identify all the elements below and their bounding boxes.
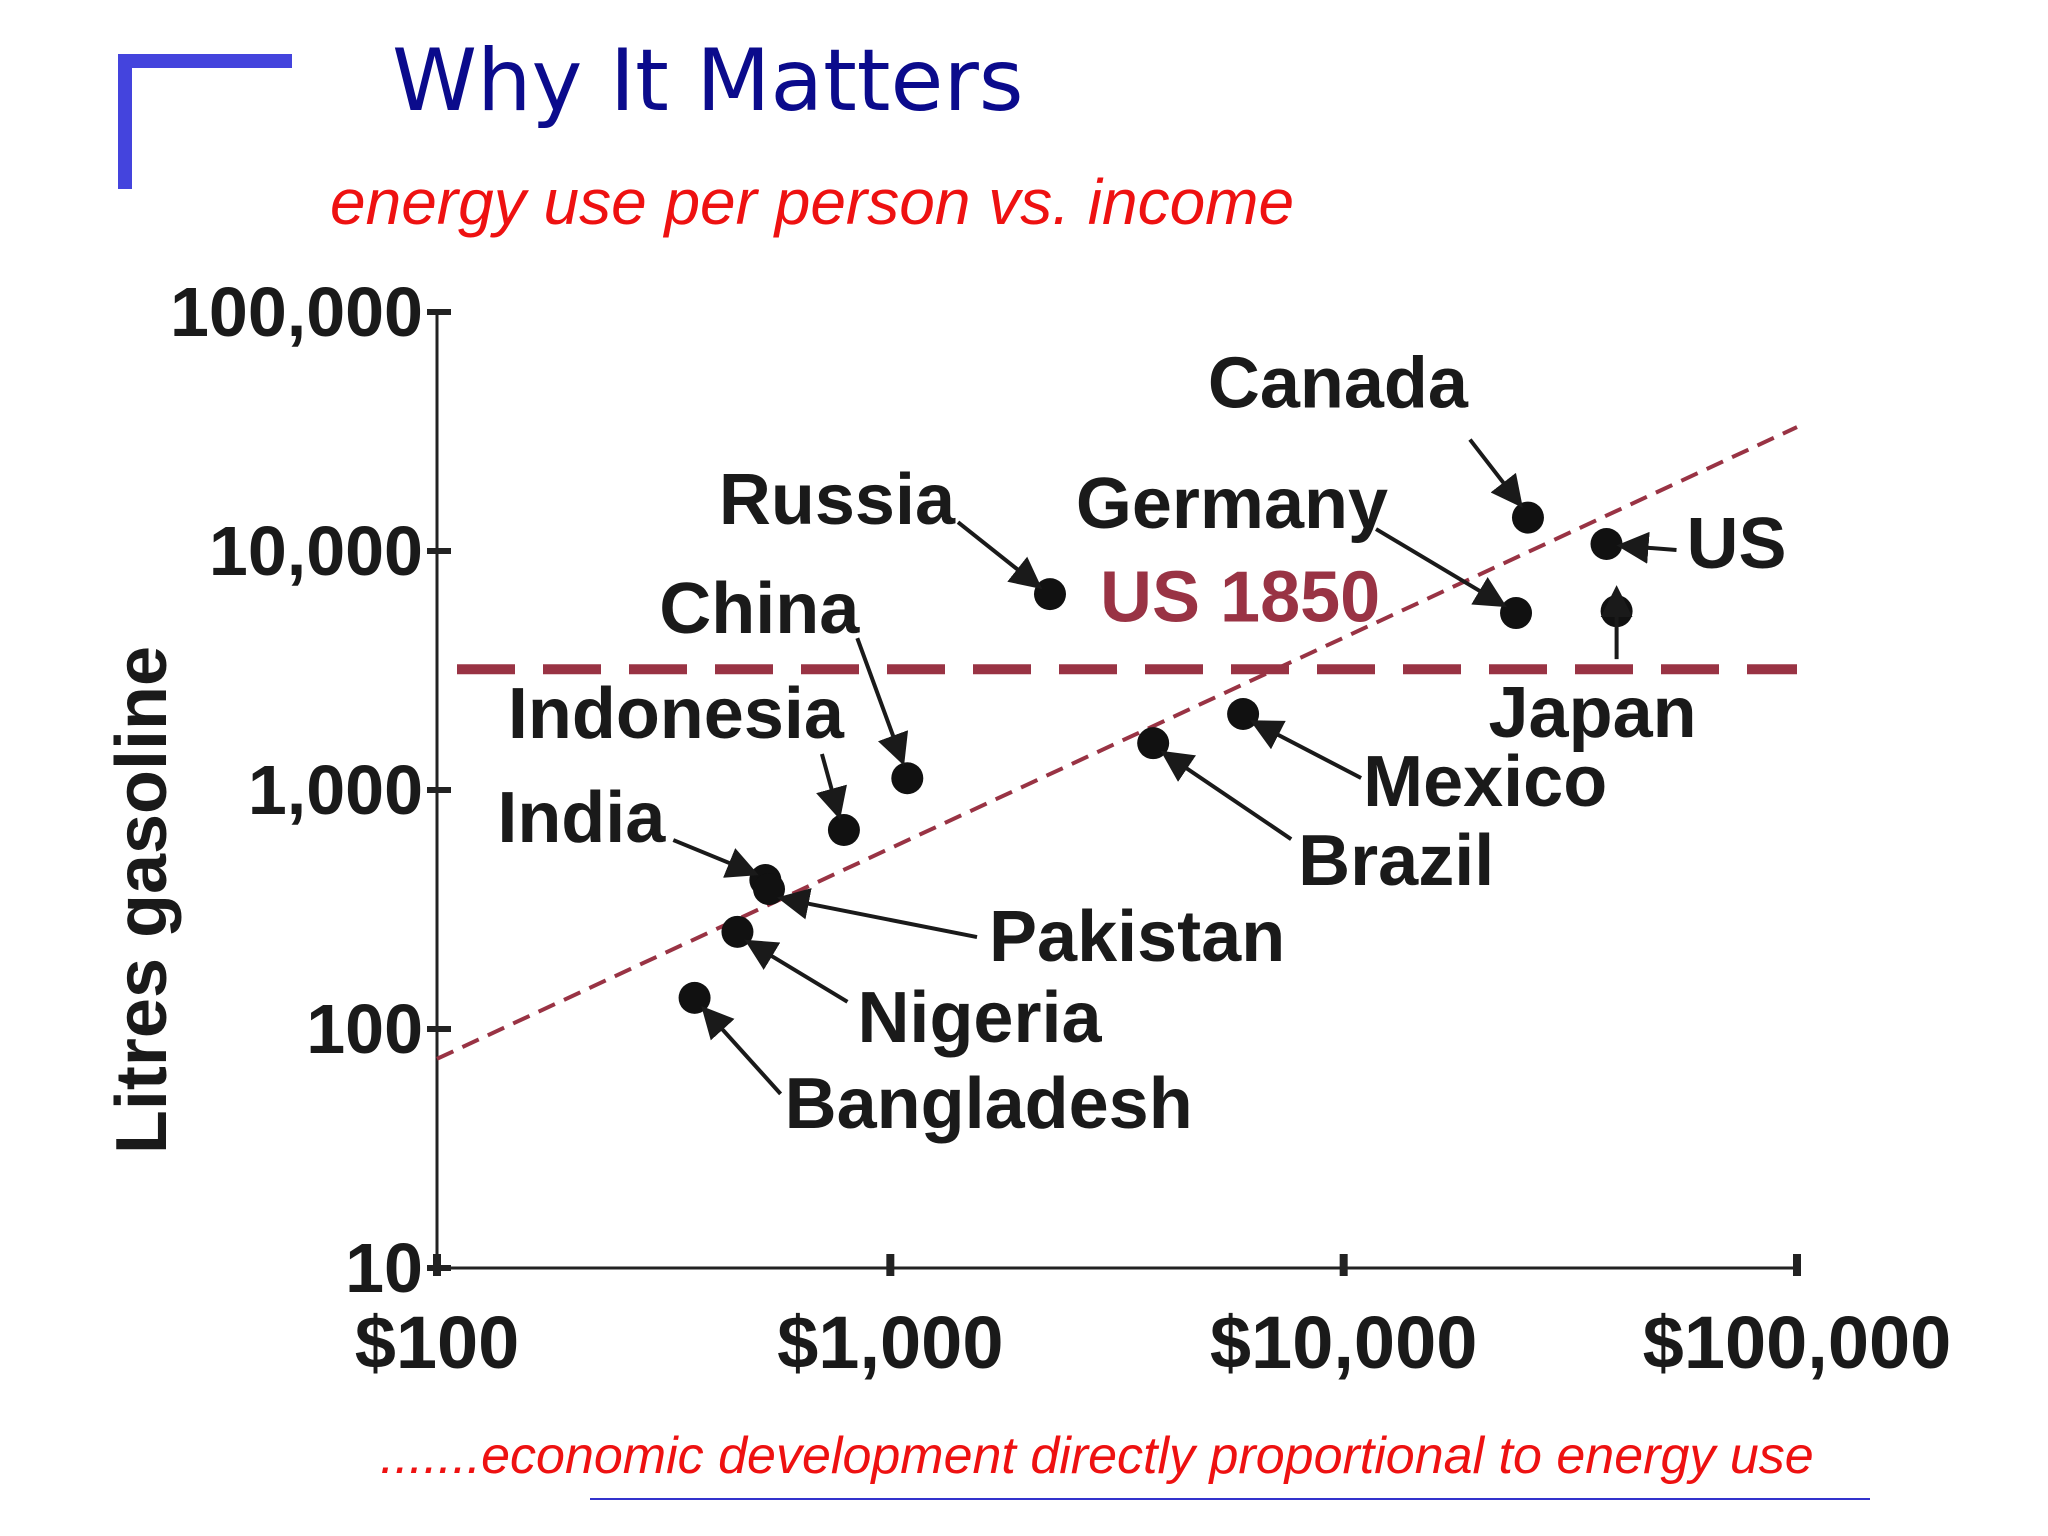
data-point-russia — [1033, 578, 1066, 611]
callout-arrow-china — [855, 637, 909, 766]
callout-arrow-nigeria — [744, 939, 849, 1004]
data-point-brazil — [1137, 727, 1170, 760]
callout-arrow-russia — [956, 520, 1043, 590]
callout-arrow-us — [1616, 531, 1677, 564]
chart-lines — [436, 425, 1798, 1061]
data-point-nigeria — [721, 915, 754, 948]
y-tick-label: 100,000 — [170, 273, 423, 351]
x-tick-label: $100,000 — [1643, 1301, 1952, 1384]
point-label-nigeria: Nigeria — [857, 978, 1102, 1058]
data-point-bangladesh — [678, 981, 711, 1014]
point-label-germany: Germany — [1076, 464, 1388, 544]
point-label-canada: Canada — [1208, 344, 1469, 424]
callout-arrow-canada — [1468, 438, 1523, 508]
callout-arrow-brazil — [1160, 750, 1293, 841]
chart-axes: 10 100 1,000 10,000 100,000 $100 $1,000 $10,000… — [102, 273, 1951, 1384]
callout-arrow-indonesia — [816, 753, 847, 820]
point-label-japan: Japan — [1489, 673, 1697, 753]
x-tick-label: $10,000 — [1210, 1301, 1478, 1384]
reference-line-label: US 1850 — [1100, 557, 1380, 637]
point-label-us: US — [1687, 504, 1787, 584]
trend-line — [436, 425, 1798, 1061]
x-tick-label: $100 — [355, 1301, 520, 1384]
y-tick-label: 10,000 — [209, 512, 423, 590]
point-label-india: India — [497, 778, 666, 858]
data-point-pakistan — [753, 873, 786, 906]
y-axis-label: Litres gasoline — [102, 646, 182, 1154]
slide-title: Why It Matters — [392, 31, 1024, 131]
slide-subtitle: energy use per person vs. income — [330, 166, 1295, 238]
slide-footnote: .......economic development directly pro… — [380, 1427, 1814, 1485]
callout-arrow-pakistan — [777, 888, 978, 940]
point-label-brazil: Brazil — [1298, 821, 1494, 901]
y-tick-label: 100 — [306, 990, 423, 1068]
point-label-indonesia: Indonesia — [508, 674, 845, 754]
y-tick-label: 10 — [345, 1229, 423, 1307]
y-tick-label: 1,000 — [248, 751, 423, 829]
callout-arrow-india — [672, 838, 759, 878]
callout-arrow-mexico — [1249, 720, 1363, 780]
callout-arrow-germany — [1375, 527, 1507, 608]
data-point-germany — [1500, 597, 1533, 630]
callout-arrow-bangladesh — [701, 1005, 783, 1096]
data-point-china — [891, 762, 924, 795]
data-point-indonesia — [827, 814, 860, 847]
data-point-canada — [1511, 501, 1544, 534]
point-label-russia: Russia — [719, 460, 956, 540]
data-point-mexico — [1227, 697, 1260, 730]
point-label-china: China — [659, 569, 860, 649]
point-label-pakistan: Pakistan — [989, 897, 1285, 977]
footnote-underline — [590, 1498, 1870, 1500]
chart-points — [678, 501, 1633, 1014]
data-point-us — [1590, 527, 1623, 560]
point-label-bangladesh: Bangladesh — [785, 1064, 1193, 1144]
point-label-mexico: Mexico — [1363, 742, 1607, 822]
x-tick-label: $1,000 — [777, 1301, 1003, 1384]
